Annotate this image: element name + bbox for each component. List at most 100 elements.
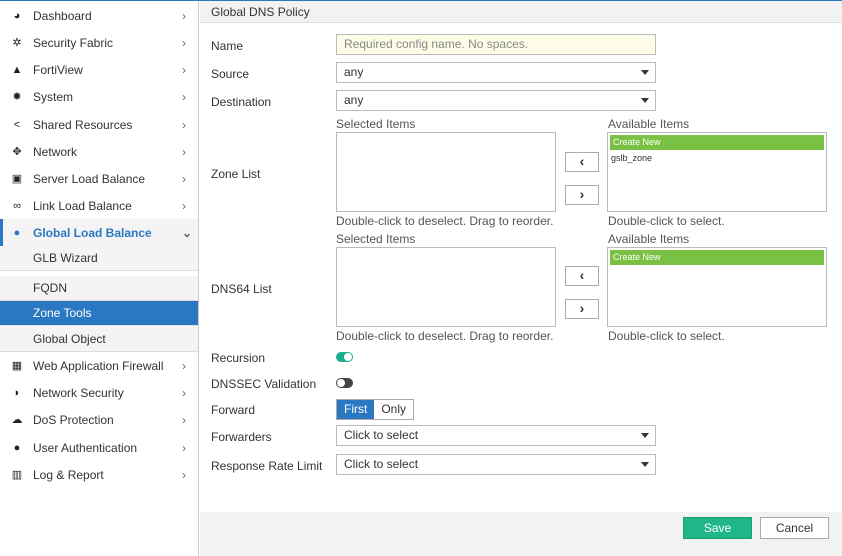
select-hint: Double-click to select. [608,329,725,343]
user-icon: ● [13,441,21,454]
sidebar-item-label: Web Application Firewall [33,358,164,373]
available-items-label: Available Items [608,117,690,131]
dashboard-icon: ◕ [13,9,21,22]
sidebar-item-global-load-balance[interactable]: ● Global Load Balance ⌄ [0,219,198,246]
sidebar-item-label: FortiView [33,62,83,77]
destination-select[interactable]: any [336,90,656,111]
destination-value: any [344,93,364,107]
sidebar-item-log-report[interactable]: ▥ Log & Report › [0,461,198,488]
deselect-hint: Double-click to deselect. Drag to reorde… [336,329,554,343]
chevron-right-icon: › [182,117,186,132]
cloud-icon: ☁ [11,414,23,426]
sidebar-item-label: Shared Resources [33,117,133,132]
chevron-right-icon: › [182,412,186,427]
forwarders-select[interactable]: Click to select [336,425,656,446]
selected-items-label: Selected Items [336,117,416,131]
zone-selected-list[interactable] [336,132,556,212]
chevron-right-icon: › [182,198,186,213]
gear-icon: ✸ [12,91,22,103]
sidebar-subitem-global-object[interactable]: Global Object [0,327,198,352]
chevron-right-icon: › [182,440,186,455]
sidebar-item-label: Network Security [33,385,124,400]
share-icon: < [13,118,21,131]
link-icon: ∞ [13,199,21,212]
sidebar-item-label: Global Load Balance [33,225,152,240]
sidebar-item-user-authentication[interactable]: ● User Authentication › [0,434,198,461]
forwarders-value: Click to select [344,428,419,442]
source-label: Source [211,67,250,81]
dnssec-label: DNSSEC Validation [211,377,317,391]
sidebar-item-label: Network [33,144,78,159]
list-item[interactable]: gslb_zone [611,153,653,163]
sidebar-item-web-application-firewall[interactable]: ▦ Web Application Firewall › [0,352,198,379]
name-input[interactable]: Required config name. No spaces. [336,34,656,55]
move-left-button[interactable]: ‹ [565,266,599,286]
sidebar-item-label: Server Load Balance [33,171,146,186]
available-items-label: Available Items [608,232,690,246]
chevron-right-icon: › [182,8,186,23]
forward-toggle-group: First Only [336,399,415,420]
dns64-list-label: DNS64 List [211,282,272,296]
chevron-right-icon: › [182,358,186,373]
forward-label: Forward [211,403,256,417]
create-new-item[interactable]: Create New [610,135,824,150]
forward-first-button[interactable]: First [337,400,375,419]
zone-available-list[interactable]: Create New gslb_zone [607,132,827,212]
sidebar-subitem-fqdn[interactable]: FQDN [0,276,198,301]
sidebar-item-label: Dashboard [33,8,92,23]
chevron-right-icon: › [182,35,186,50]
move-right-button[interactable]: › [565,299,599,319]
server-load-balance-icon: ▣ [11,173,23,185]
select-hint: Double-click to select. [608,214,725,228]
sidebar-item-security-fabric[interactable]: ✲ Security Fabric › [0,29,198,56]
sidebar-item-system[interactable]: ✸ System › [0,83,198,110]
move-right-button[interactable]: › [565,185,599,205]
save-button[interactable]: Save [683,517,752,539]
sidebar-item-label: System [33,89,74,104]
chevron-right-icon: › [182,89,186,104]
move-left-button[interactable]: ‹ [565,152,599,172]
forward-only-button[interactable]: Only [374,400,414,419]
chevron-down-icon: ⌄ [182,225,193,240]
sidebar-item-dos-protection[interactable]: ☁ DoS Protection › [0,406,198,433]
source-value: any [344,65,364,79]
sidebar-item-label: DoS Protection [33,412,114,427]
sidebar-item-server-load-balance[interactable]: ▣ Server Load Balance › [0,165,198,192]
rrl-label: Response Rate Limit [211,459,323,473]
chevron-right-icon: › [182,62,186,77]
sidebar-item-label: Log & Report [33,467,104,482]
sidebar: ◕ Dashboard › ✲ Security Fabric › ▲ FortiView › ✸… [0,1,199,556]
chevron-right-icon: › [182,144,186,159]
sidebar-item-fortiview[interactable]: ▲ FortiView › [0,56,198,83]
dnssec-toggle[interactable] [336,378,353,388]
destination-label: Destination [211,95,272,109]
selected-items-label: Selected Items [336,232,416,246]
rrl-select[interactable]: Click to select [336,454,656,475]
sidebar-item-network[interactable]: ✥ Network › [0,138,198,165]
recursion-toggle[interactable] [336,352,353,362]
chevron-right-icon: › [182,385,186,400]
cancel-button[interactable]: Cancel [760,517,829,539]
sidebar-item-dashboard[interactable]: ◕ Dashboard › [0,2,198,29]
sidebar-subitem-glb-wizard[interactable]: GLB Wizard [0,246,198,271]
create-new-item[interactable]: Create New [610,250,824,265]
waf-icon: ▦ [11,360,23,372]
sidebar-item-shared-resources[interactable]: < Shared Resources › [0,111,198,138]
report-icon: ▥ [11,469,23,481]
sidebar-item-network-security[interactable]: ◗ Network Security › [0,379,198,406]
name-label: Name [211,39,244,53]
forwarders-label: Forwarders [211,430,272,444]
security-fabric-icon: ✲ [12,37,22,49]
sidebar-item-label: Security Fabric [33,35,114,50]
dns64-available-list[interactable]: Create New [607,247,827,327]
sidebar-subitem-zone-tools[interactable]: Zone Tools [0,301,198,326]
source-select[interactable]: any [336,62,656,83]
dns64-selected-list[interactable] [336,247,556,327]
sidebar-item-link-load-balance[interactable]: ∞ Link Load Balance › [0,192,198,219]
chevron-right-icon: › [182,171,186,186]
recursion-label: Recursion [211,351,266,365]
chevron-down-icon [641,433,649,438]
chevron-down-icon [641,70,649,75]
page-title: Global DNS Policy [200,1,842,23]
globe-icon: ● [13,226,21,239]
